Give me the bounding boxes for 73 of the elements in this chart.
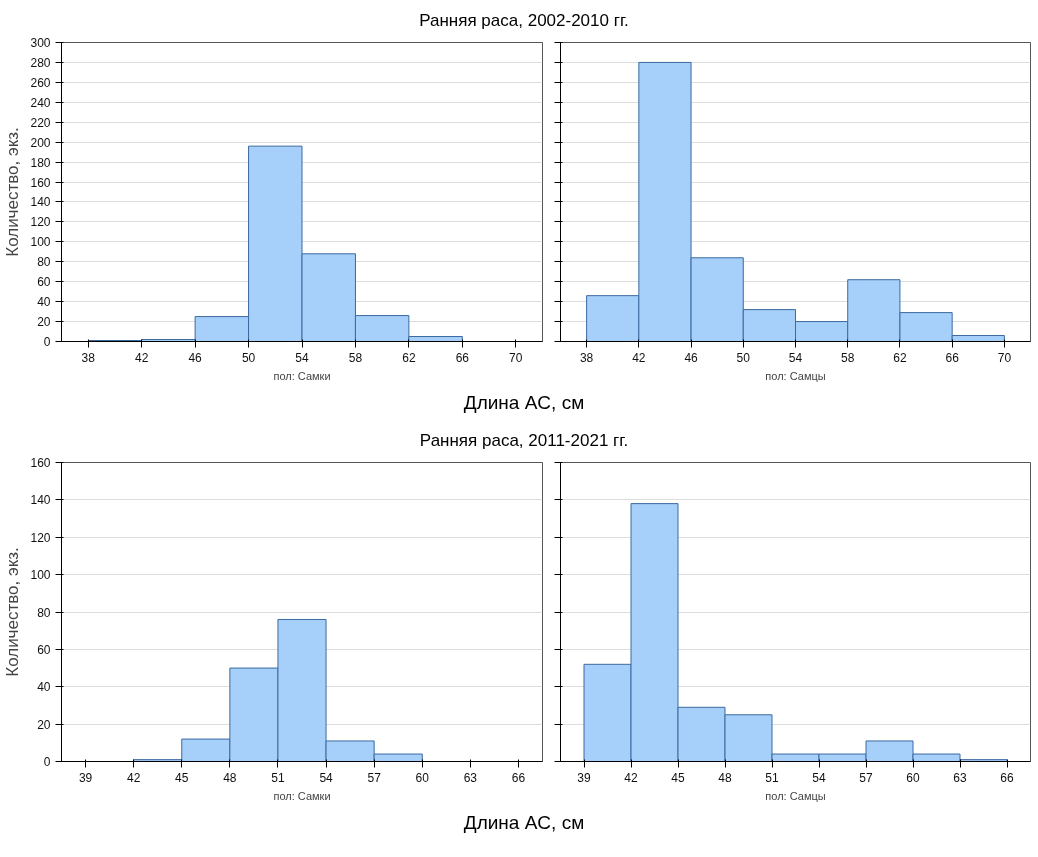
y-tick-label: 120 [30,530,51,545]
x-tick-label: 46 [684,350,699,365]
y-tick-label: 180 [30,155,51,170]
x-tick-label: 38 [579,350,594,365]
x-tick-label: 58 [841,350,855,365]
y-tick-label: 20 [37,717,51,732]
y-tick-label: 60 [37,642,51,657]
x-tick-label: 51 [271,770,285,785]
y-tick-label: 300 [30,36,51,50]
x-tick-label: 66 [455,350,470,365]
x-tick-label: 66 [1000,770,1014,785]
x-tick-label: 66 [511,770,526,785]
y-tick-label: 0 [43,755,51,769]
y-tick-label: 20 [37,315,51,330]
x-tick-label: 50 [736,350,751,365]
x-tick-label: 39 [78,770,93,785]
y-tick-label: 260 [30,75,51,90]
x-tick-label: 45 [175,770,189,785]
y-tick-label: 140 [30,493,51,508]
chart-title: Ранняя раса, 2011-2021 гг. [419,430,629,452]
x-tick-label: 54 [295,350,309,365]
x-tick-label: 45 [671,770,685,785]
y-tick-label: 0 [43,335,51,349]
y-tick-label: 120 [30,215,51,230]
y-tick-label: 100 [30,568,51,583]
x-tick-label: 62 [402,350,416,365]
x-axis-title: пол: Самки [273,789,331,802]
x-tick-label: 60 [906,770,920,785]
x-tick-label: 60 [415,770,430,785]
y-tick-label: 100 [30,235,51,250]
x-tick-label: 63 [463,770,478,785]
x-tick-label: 42 [134,350,149,365]
y-tick-label: 220 [30,115,51,130]
text: Длина AC, см [463,811,585,835]
y-tick-label: 40 [37,295,51,310]
x-tick-label: 63 [953,770,967,785]
y-tick-label: 80 [37,605,51,620]
y-tick-label: 280 [30,55,51,70]
y-axis-title: Количество, экз. [3,547,23,677]
x-tick-label: 39 [577,770,591,785]
x-axis-title: пол: Самцы [765,789,826,802]
x-tick-label: 51 [765,770,779,785]
x-tick-label: 48 [718,770,732,785]
x-tick-label: 54 [788,350,803,365]
x-tick-label: 54 [319,770,334,785]
chart-title: Ранняя раса, 2002-2010 гг. [419,10,629,32]
x-tick-label: 62 [893,350,907,365]
y-tick-label: 60 [37,275,51,290]
y-tick-label: 80 [37,255,51,270]
x-tick-label: 42 [126,770,141,785]
x-tick-label: 70 [997,350,1012,365]
x-tick-label: 66 [945,350,960,365]
x-tick-label: 50 [241,350,256,365]
x-tick-label: 48 [223,770,237,785]
x-tick-label: 46 [188,350,203,365]
y-tick-label: 140 [30,195,51,210]
y-tick-label: 240 [30,95,51,110]
x-tick-label: 54 [812,770,826,785]
y-tick-label: 160 [30,175,51,190]
x-tick-label: 57 [367,770,382,785]
x-tick-label: 70 [509,350,523,365]
y-axis-title: Количество, экз. [3,127,23,257]
x-axis-title: пол: Самки [273,369,331,382]
text: Длина AC, см [463,391,585,415]
x-tick-label: 42 [632,350,646,365]
y-tick-label: 200 [30,135,51,150]
x-tick-label: 38 [81,350,96,365]
x-tick-label: 57 [859,770,873,785]
x-tick-label: 58 [348,350,363,365]
x-tick-label: 42 [624,770,638,785]
y-tick-label: 40 [37,680,51,695]
y-tick-label: 160 [30,456,51,470]
x-axis-title: пол: Самцы [765,369,826,382]
